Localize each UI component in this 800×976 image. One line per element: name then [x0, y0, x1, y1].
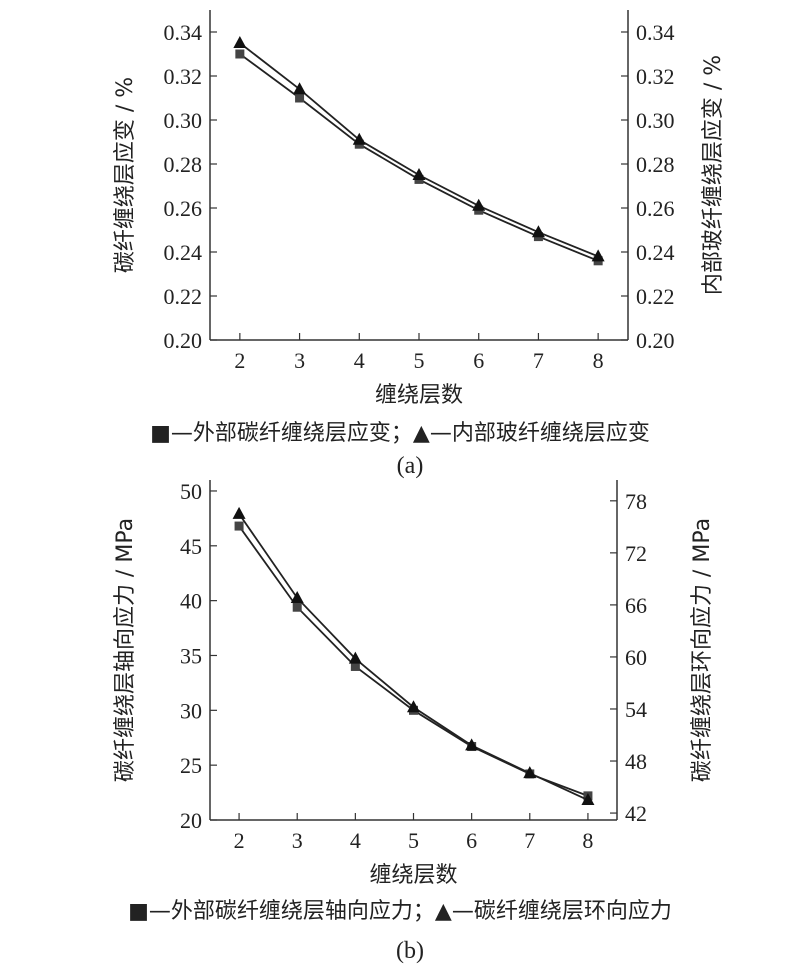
y-tick-label-right: 72: [625, 541, 647, 566]
y-tick-label-right: 0.32: [636, 64, 675, 89]
x-tick-label: 2: [234, 348, 245, 373]
data-point-square: [292, 602, 302, 612]
y-axis-label-right: 内部玻纤缠绕层应变 / %: [701, 55, 726, 295]
x-tick-label: 2: [234, 828, 245, 853]
x-tick-label: 6: [466, 828, 477, 853]
data-point-triangle: [232, 506, 246, 519]
y-tick-label-right: 0.30: [636, 108, 675, 133]
legend-a: ■—外部碳纤缠绕层应变；▲—内部玻纤缠绕层应变: [150, 421, 650, 446]
x-tick-label: 4: [354, 348, 365, 373]
y-tick-label-right: 0.20: [636, 328, 675, 353]
data-point-triangle: [531, 225, 545, 238]
y-tick-label-left: 0.32: [164, 64, 203, 89]
y-tick-label-left: 0.22: [164, 284, 203, 309]
x-tick-label: 3: [294, 348, 305, 373]
y-tick-label-right: 42: [625, 801, 647, 826]
data-point-triangle: [591, 249, 605, 262]
y-tick-label-right: 78: [625, 489, 647, 514]
data-point-triangle: [233, 36, 247, 48]
y-tick-label-left: 0.26: [164, 196, 203, 221]
x-tick-label: 4: [350, 828, 361, 853]
caption-b: (b): [396, 938, 424, 964]
x-axis-label: 缠绕层数: [375, 383, 463, 408]
data-point-triangle: [348, 651, 362, 664]
data-point-square: [295, 93, 305, 103]
x-tick-label: 8: [593, 348, 604, 373]
x-axis-label: 缠绕层数: [369, 863, 457, 888]
legend-b: ■—外部碳纤缠绕层轴向应力；▲—碳纤缠绕层环向应力: [128, 899, 672, 924]
y-tick-label-left: 35: [180, 643, 202, 668]
y-tick-label-left: 25: [180, 753, 202, 778]
data-point-triangle: [472, 198, 486, 211]
data-point-square: [350, 661, 360, 671]
y-tick-label-right: 0.26: [636, 196, 675, 221]
y-tick-label-left: 0.34: [164, 20, 203, 45]
data-point-triangle: [465, 738, 479, 751]
y-tick-label-right: 60: [625, 645, 647, 670]
y-axis-label-right: 碳纤缠绕层环向应力 / MPa: [690, 518, 715, 782]
y-tick-label-right: 54: [625, 697, 647, 722]
series-line-square: [238, 525, 589, 797]
x-tick-label: 6: [473, 348, 484, 373]
x-tick-label: 7: [533, 348, 544, 373]
y-tick-label-right: 0.22: [636, 284, 675, 309]
data-point-triangle: [407, 700, 420, 713]
data-point-triangle: [290, 590, 304, 603]
y-tick-label-right: 66: [625, 593, 647, 618]
data-point-triangle: [581, 793, 595, 806]
x-tick-label: 5: [414, 348, 425, 373]
y-tick-label-left: 20: [180, 808, 202, 833]
x-tick-label: 8: [582, 828, 593, 853]
x-tick-label: 3: [292, 828, 303, 853]
y-tick-label-left: 0.20: [164, 328, 203, 353]
y-tick-label-right: 0.28: [636, 152, 675, 177]
panel-b: 2 3 4 5 6 7 82025303540455042485460667278缠绕层数碳…: [113, 479, 715, 888]
y-tick-label-left: 30: [180, 698, 202, 723]
data-point-triangle: [293, 82, 307, 95]
data-point-square: [234, 521, 244, 531]
y-tick-label-left: 50: [180, 479, 202, 504]
caption-a: (a): [397, 453, 424, 479]
y-axis-label-left: 碳纤缠绕层轴向应力 / MPa: [113, 518, 138, 782]
series-line-triangle: [239, 42, 599, 258]
y-tick-label-left: 0.24: [164, 240, 203, 265]
x-tick-label: 5: [408, 828, 419, 853]
data-point-triangle: [352, 132, 366, 145]
y-tick-label-right: 0.34: [636, 20, 675, 45]
y-tick-label-left: 45: [180, 534, 202, 559]
series-line-triangle: [238, 513, 589, 801]
y-tick-label-right: 48: [625, 749, 647, 774]
data-point-square: [235, 49, 245, 59]
data-point-triangle: [412, 168, 426, 180]
y-axis-label-left: 碳纤缠绕层应变 / %: [113, 77, 138, 273]
y-tick-label-left: 40: [180, 589, 202, 614]
y-tick-label-left: 0.30: [164, 108, 203, 133]
y-tick-label-right: 0.24: [636, 240, 675, 265]
x-tick-label: 7: [524, 828, 535, 853]
data-point-triangle: [523, 766, 537, 779]
y-tick-label-left: 0.28: [164, 152, 203, 177]
panel-a: 2 3 4 5 6 7 8 0.20 0.22 0.24 0.26 0.28 0.30 0.32 0.34 0…: [113, 10, 726, 408]
